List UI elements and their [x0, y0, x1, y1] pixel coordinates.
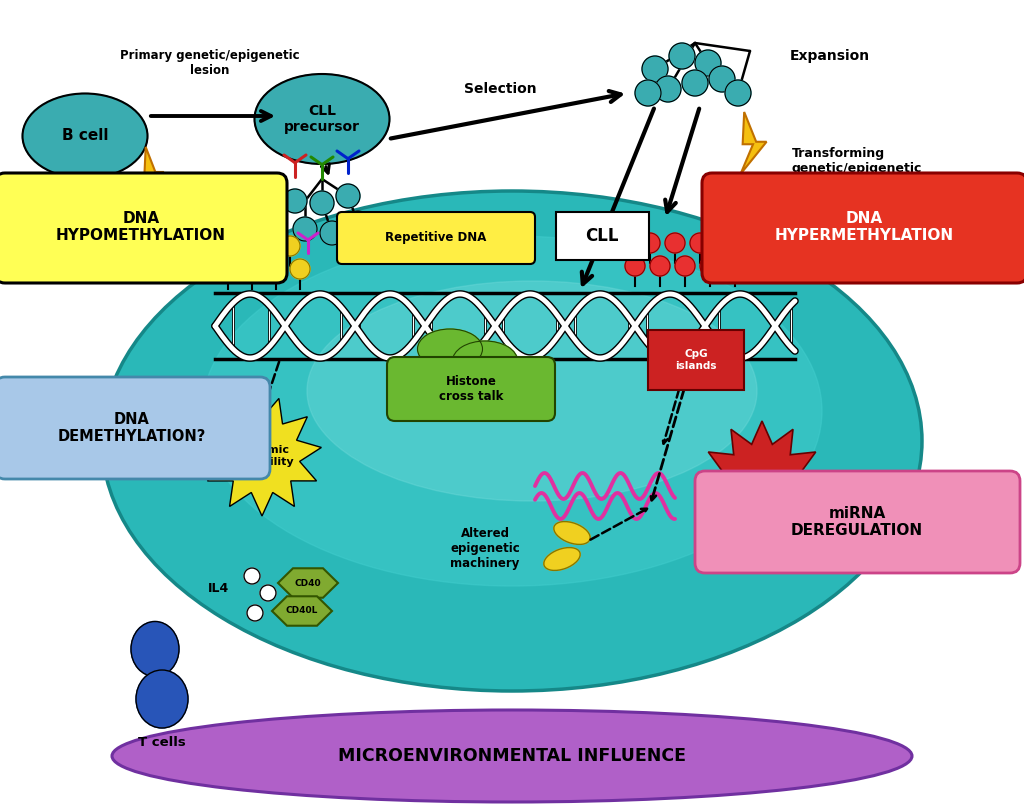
Polygon shape — [278, 569, 338, 598]
Ellipse shape — [725, 256, 745, 276]
Ellipse shape — [675, 256, 695, 276]
Ellipse shape — [655, 76, 681, 102]
Text: CpG
islands: CpG islands — [675, 350, 717, 371]
Text: B cell: B cell — [61, 128, 109, 144]
Text: CD40L: CD40L — [286, 607, 318, 616]
Ellipse shape — [635, 80, 662, 106]
Text: Primary genetic/epigenetic
lesion: Primary genetic/epigenetic lesion — [120, 49, 300, 77]
Text: DNA
HYPOMETHYLATION: DNA HYPOMETHYLATION — [56, 211, 226, 243]
Ellipse shape — [266, 259, 286, 279]
Ellipse shape — [554, 521, 590, 544]
Ellipse shape — [682, 70, 708, 96]
Ellipse shape — [665, 233, 685, 253]
Polygon shape — [700, 421, 824, 545]
Polygon shape — [740, 112, 767, 174]
FancyBboxPatch shape — [0, 377, 270, 479]
Polygon shape — [142, 147, 164, 199]
Ellipse shape — [247, 605, 263, 621]
Ellipse shape — [255, 74, 389, 164]
Text: IL4: IL4 — [208, 582, 228, 595]
Ellipse shape — [307, 281, 757, 501]
Ellipse shape — [695, 50, 721, 76]
FancyBboxPatch shape — [648, 330, 744, 390]
Ellipse shape — [218, 259, 238, 279]
Text: Expansion: Expansion — [790, 49, 870, 63]
Ellipse shape — [544, 547, 581, 570]
Ellipse shape — [293, 217, 317, 241]
Text: CLL
precursor: CLL precursor — [284, 104, 360, 134]
Polygon shape — [203, 398, 322, 516]
Text: Repetitive DNA: Repetitive DNA — [385, 231, 486, 244]
Ellipse shape — [290, 259, 310, 279]
FancyBboxPatch shape — [0, 173, 287, 283]
Ellipse shape — [725, 80, 751, 106]
Text: DNA
DEMETHYLATION?: DNA DEMETHYLATION? — [57, 412, 206, 444]
Ellipse shape — [650, 256, 670, 276]
Ellipse shape — [319, 221, 344, 245]
Ellipse shape — [336, 184, 360, 208]
Ellipse shape — [23, 93, 147, 178]
Ellipse shape — [640, 233, 660, 253]
Text: Transforming
genetic/epigenetic
lesions: Transforming genetic/epigenetic lesions — [792, 148, 923, 191]
Ellipse shape — [283, 189, 307, 213]
Ellipse shape — [260, 585, 276, 601]
Text: TSG
silencing: TSG silencing — [732, 469, 792, 497]
Polygon shape — [272, 596, 332, 626]
Text: Genomic
instability: Genomic instability — [230, 445, 293, 467]
FancyBboxPatch shape — [556, 212, 649, 260]
Text: Selection: Selection — [464, 82, 537, 96]
Ellipse shape — [136, 670, 188, 728]
FancyBboxPatch shape — [387, 357, 555, 421]
Text: Histone
cross talk: Histone cross talk — [439, 375, 503, 403]
Ellipse shape — [102, 191, 922, 691]
Ellipse shape — [244, 568, 260, 584]
Ellipse shape — [131, 621, 179, 676]
Text: CLL: CLL — [586, 227, 618, 245]
Ellipse shape — [232, 236, 252, 256]
Ellipse shape — [208, 236, 228, 256]
Ellipse shape — [256, 236, 276, 256]
Ellipse shape — [280, 236, 300, 256]
Ellipse shape — [709, 66, 735, 92]
Ellipse shape — [625, 256, 645, 276]
Text: MICROENVIRONMENTAL INFLUENCE: MICROENVIRONMENTAL INFLUENCE — [338, 747, 686, 765]
Text: Altered
epigenetic
machinery: Altered epigenetic machinery — [451, 527, 520, 570]
Text: CD40: CD40 — [295, 578, 322, 587]
Text: T cells: T cells — [138, 736, 186, 749]
FancyBboxPatch shape — [337, 212, 535, 264]
Ellipse shape — [346, 211, 370, 235]
FancyBboxPatch shape — [702, 173, 1024, 283]
Text: DNA
HYPERMETHYLATION: DNA HYPERMETHYLATION — [774, 211, 953, 243]
Ellipse shape — [700, 256, 720, 276]
FancyBboxPatch shape — [695, 471, 1020, 573]
Ellipse shape — [310, 191, 334, 215]
Ellipse shape — [202, 236, 822, 586]
Ellipse shape — [669, 43, 695, 69]
Ellipse shape — [642, 56, 668, 82]
Ellipse shape — [418, 329, 482, 369]
Text: miRNA
DEREGULATION: miRNA DEREGULATION — [791, 506, 923, 539]
Ellipse shape — [242, 259, 262, 279]
Ellipse shape — [453, 341, 517, 381]
Ellipse shape — [112, 710, 912, 802]
Ellipse shape — [690, 233, 710, 253]
